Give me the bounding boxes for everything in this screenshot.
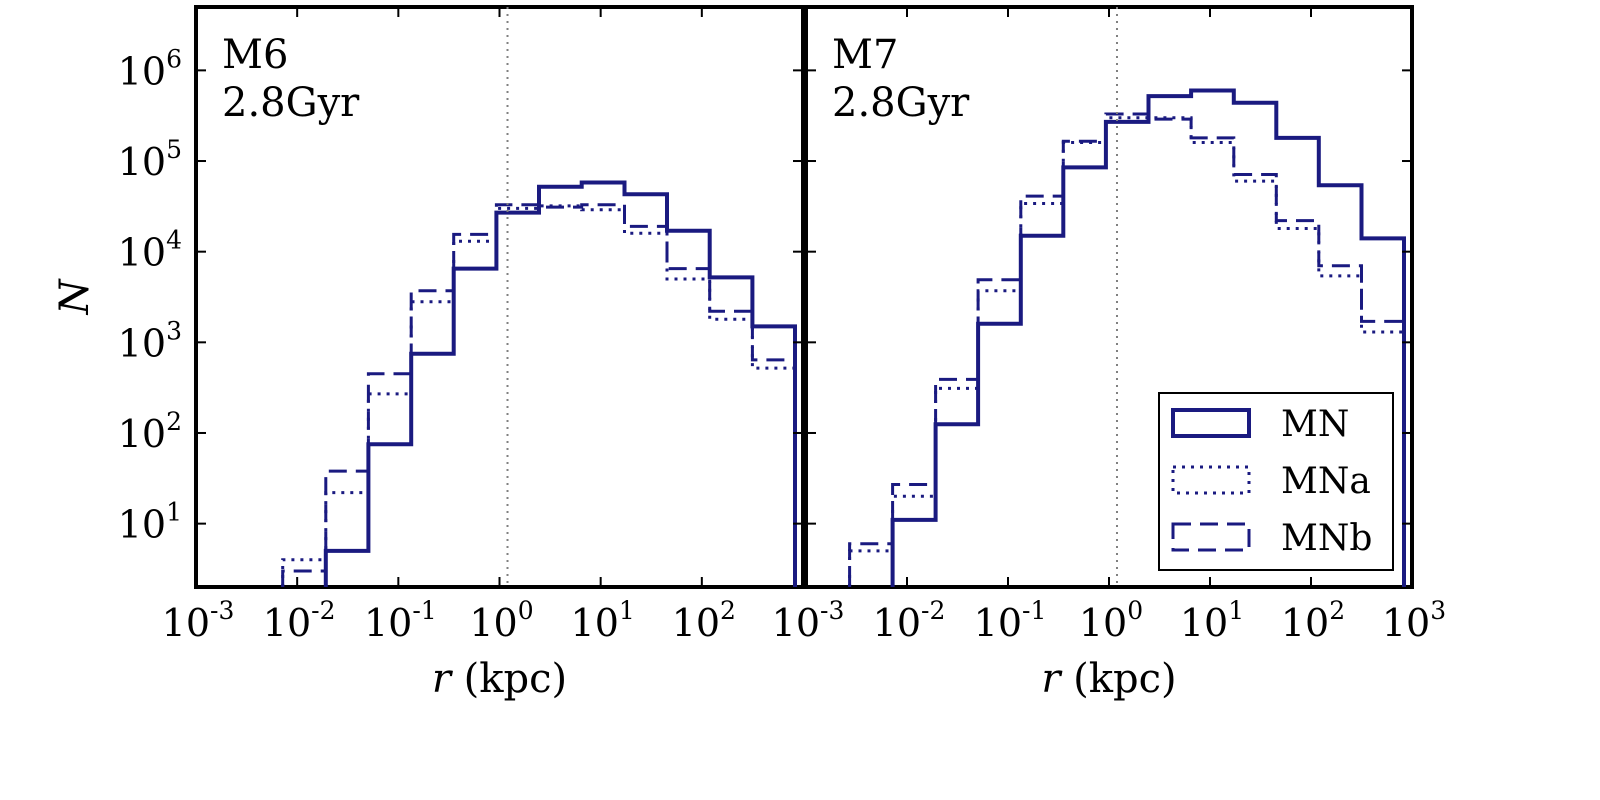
y-tick-label: 103 (118, 316, 182, 365)
panel-m6-name: M6 (222, 32, 288, 78)
x-tick-label: 102 (1281, 596, 1345, 645)
panel-m7: M7 2.8Gyr r (kpc) (804, 5, 1414, 702)
x-tick-label: 10-1 (974, 596, 1047, 645)
panel-m6-y-ticks (196, 69, 803, 525)
panel-m6-series-mna (281, 204, 797, 587)
legend-label-mna: MNa (1281, 461, 1371, 502)
panel-m6-x-axis-label: r (kpc) (432, 656, 567, 702)
y-tick-label: 102 (118, 407, 182, 456)
panel-m7-x-ticks (805, 7, 1413, 587)
y-tick-label: 104 (118, 226, 182, 275)
panel-m6-series-mnb (281, 203, 797, 587)
panel-m7-series-mn (890, 88, 1406, 587)
legend-entries: MN MNa MNb (1171, 404, 1372, 559)
y-tick-label: 105 (118, 135, 182, 184)
panel-m7-series (848, 88, 1406, 587)
x-tick-label: 101 (1180, 596, 1244, 645)
x-tick-label: 102 (672, 596, 736, 645)
panel-m6: M6 2.8Gyr r (kpc) (194, 5, 805, 702)
y-axis-label: N (52, 278, 98, 316)
legend-swatch-mnb (1171, 522, 1251, 552)
x-tick-label: 103 (1382, 596, 1446, 645)
x-tick-label: 100 (469, 596, 533, 645)
y-tick-labels: 101 102 103 104 105 106 (118, 44, 182, 546)
legend-label-mn: MN (1281, 404, 1349, 445)
panel-m6-series-mn (323, 180, 797, 587)
x-tick-label: 10-2 (873, 596, 946, 645)
legend-swatch-mn (1171, 408, 1251, 438)
x-tick-label: 10-2 (263, 596, 336, 645)
panel-m6-series (281, 180, 797, 587)
x-tick-labels: 10-3 10-2 10-1 100 101 102 10-3 10-2 10-1 100 101 1… (162, 596, 1446, 645)
legend-swatch-mna (1171, 465, 1251, 495)
legend: MN MNa MNb (1158, 392, 1394, 571)
y-tick-label: 106 (118, 44, 182, 93)
panel-m6-x-ticks (195, 7, 804, 587)
panel-m6-time: 2.8Gyr (222, 80, 360, 126)
panel-m7-name: M7 (832, 32, 898, 78)
x-tick-label: 10-3 (162, 596, 235, 645)
y-tick-label: 101 (118, 498, 182, 547)
legend-box (1158, 392, 1394, 571)
legend-label-mnb: MNb (1281, 518, 1372, 559)
x-tick-label: 10-3 (772, 596, 845, 645)
panel-m7-x-axis-label: r (kpc) (1041, 656, 1176, 702)
x-tick-label: 10-1 (364, 596, 437, 645)
panel-m7-y-ticks (806, 69, 1412, 525)
panel-m7-time: 2.8Gyr (832, 80, 970, 126)
x-tick-label: 100 (1079, 596, 1143, 645)
x-tick-label: 101 (571, 596, 635, 645)
